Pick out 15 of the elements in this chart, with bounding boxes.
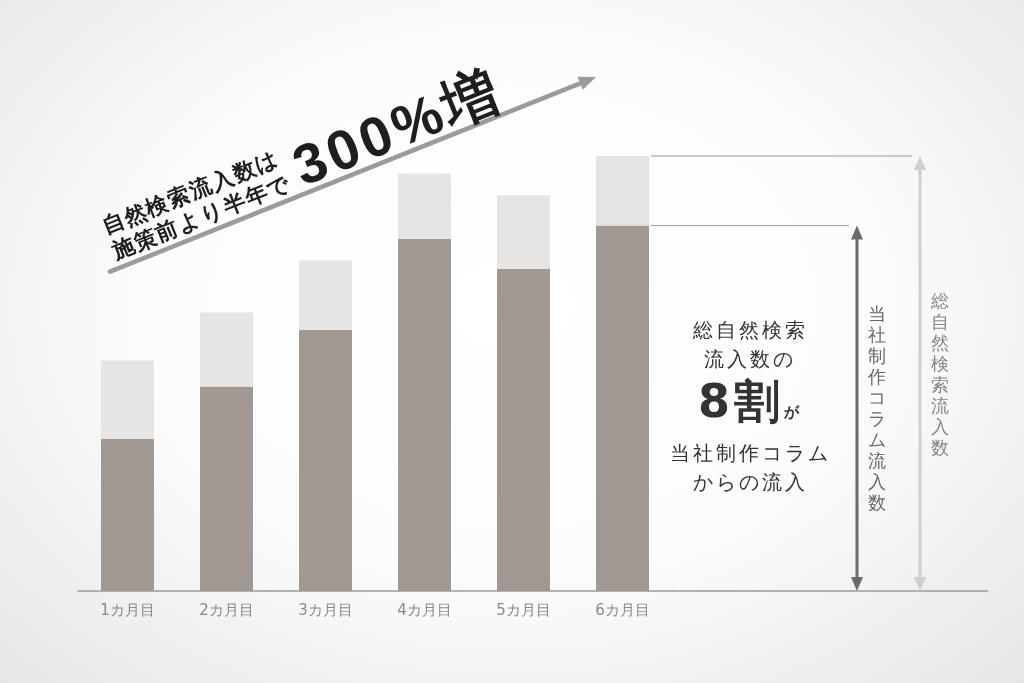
bar xyxy=(596,156,649,226)
bar xyxy=(497,195,550,270)
chart-title: 自然検索流入数は施策前より半年で300%増 xyxy=(97,57,512,265)
x-tick-label: 1カ月目 xyxy=(100,600,155,619)
x-tick-label: 5カ月目 xyxy=(496,600,551,619)
bar xyxy=(200,312,253,387)
text: 総自然検索流入数の8割が当社制作コラムからの流入 xyxy=(669,318,831,494)
bar xyxy=(101,360,154,439)
text: 当社制作コラム流入数 xyxy=(868,303,886,514)
x-tick-label: 2カ月目 xyxy=(199,600,254,619)
bar xyxy=(299,260,352,330)
x-tick-label: 6カ月目 xyxy=(595,600,650,619)
text: 総自然検索流入数 xyxy=(931,289,949,458)
x-tick-label: 3カ月目 xyxy=(298,600,353,619)
x-tick-label: 4カ月目 xyxy=(397,600,452,619)
